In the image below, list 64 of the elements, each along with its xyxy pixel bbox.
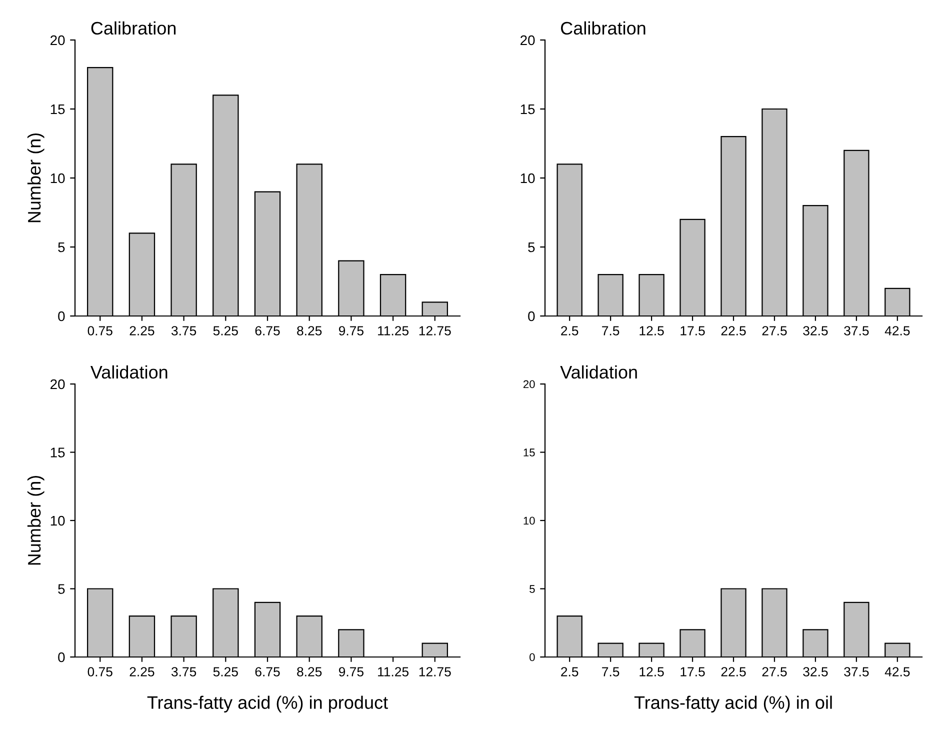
y-tick-label: 5 [530,585,535,593]
y-tick-label: 5 [528,242,535,252]
y-tick-label: 10 [520,173,535,184]
x-tick-label: 12.5 [640,326,664,336]
y-tick-label: 15 [520,104,535,114]
x-tick-label: 27.5 [762,326,787,336]
x-tick-label: 11.25 [378,667,409,676]
x-tick-label: 6.75 [255,326,280,336]
x-tick-label: 8.25 [297,326,322,336]
x-tick-label: 7.5 [602,667,620,676]
x-tick-label: 2.25 [130,667,154,676]
x-tick-label: 32.5 [803,326,828,336]
x-tick-label: 12.5 [640,667,664,676]
y-tick-label: 0 [530,653,535,662]
x-tick-label: 37.5 [844,326,869,336]
y-tick-label: 0 [58,311,65,322]
x-tick-label: 0.75 [88,667,112,676]
x-tick-label: 2.5 [561,326,578,336]
x-tick-label: 0.75 [88,326,112,336]
x-tick-label: 2.25 [130,326,154,336]
y-tick-label: 5 [58,584,65,594]
y-tick-label: 10 [524,516,535,525]
x-tick-label: 5.25 [213,326,238,336]
x-tick-label: 7.5 [602,326,620,336]
y-tick-label: 10 [50,173,65,184]
y-tick-label: 0 [528,311,535,322]
y-tick-label: 10 [50,516,65,526]
y-tick-label: 20 [50,35,65,46]
x-tick-label: 9.75 [338,667,364,676]
x-tick-label: 27.5 [762,667,787,676]
x-tick-label: 22.5 [721,326,746,336]
x-tick-label: 12.75 [419,326,451,336]
y-tick-label: 0 [58,652,65,662]
x-tick-label: 22.5 [721,667,746,676]
y-tick-label: 15 [50,104,65,114]
x-tick-label: 32.5 [803,667,828,676]
x-tick-label: 42.5 [884,667,910,676]
x-tick-label: 9.75 [338,326,364,336]
x-axis-title: Trans-fatty acid (%) in oil [634,696,832,713]
chart-title: Validation [560,365,637,379]
y-tick-label: 20 [520,35,535,46]
y-tick-label: 5 [58,242,65,252]
x-tick-label: 17.5 [680,667,705,676]
chart-title: Calibration [91,21,176,35]
x-tick-label: 42.5 [884,326,910,336]
y-tick-label: 20 [523,380,535,388]
x-axis-title: Trans-fatty acid (%) in product [147,696,388,713]
chart-title: Calibration [560,21,646,35]
x-tick-label: 8.25 [297,667,322,676]
x-tick-label: 11.25 [378,326,409,336]
x-tick-label: 37.5 [844,667,869,676]
x-tick-label: 17.5 [680,326,705,336]
y-tick-label: 20 [50,379,65,390]
x-tick-label: 5.25 [213,667,238,676]
y-axis-title: Number (n) [27,133,44,222]
x-tick-label: 3.75 [171,667,196,676]
x-tick-label: 6.75 [255,667,280,676]
y-tick-label: 15 [50,448,65,458]
y-axis-title: Number (n) [27,476,44,565]
chart-title: Validation [90,365,168,379]
x-tick-label: 12.75 [419,667,451,676]
x-tick-label: 3.75 [171,326,196,336]
y-tick-label: 15 [524,448,535,456]
x-tick-label: 2.5 [561,667,578,676]
